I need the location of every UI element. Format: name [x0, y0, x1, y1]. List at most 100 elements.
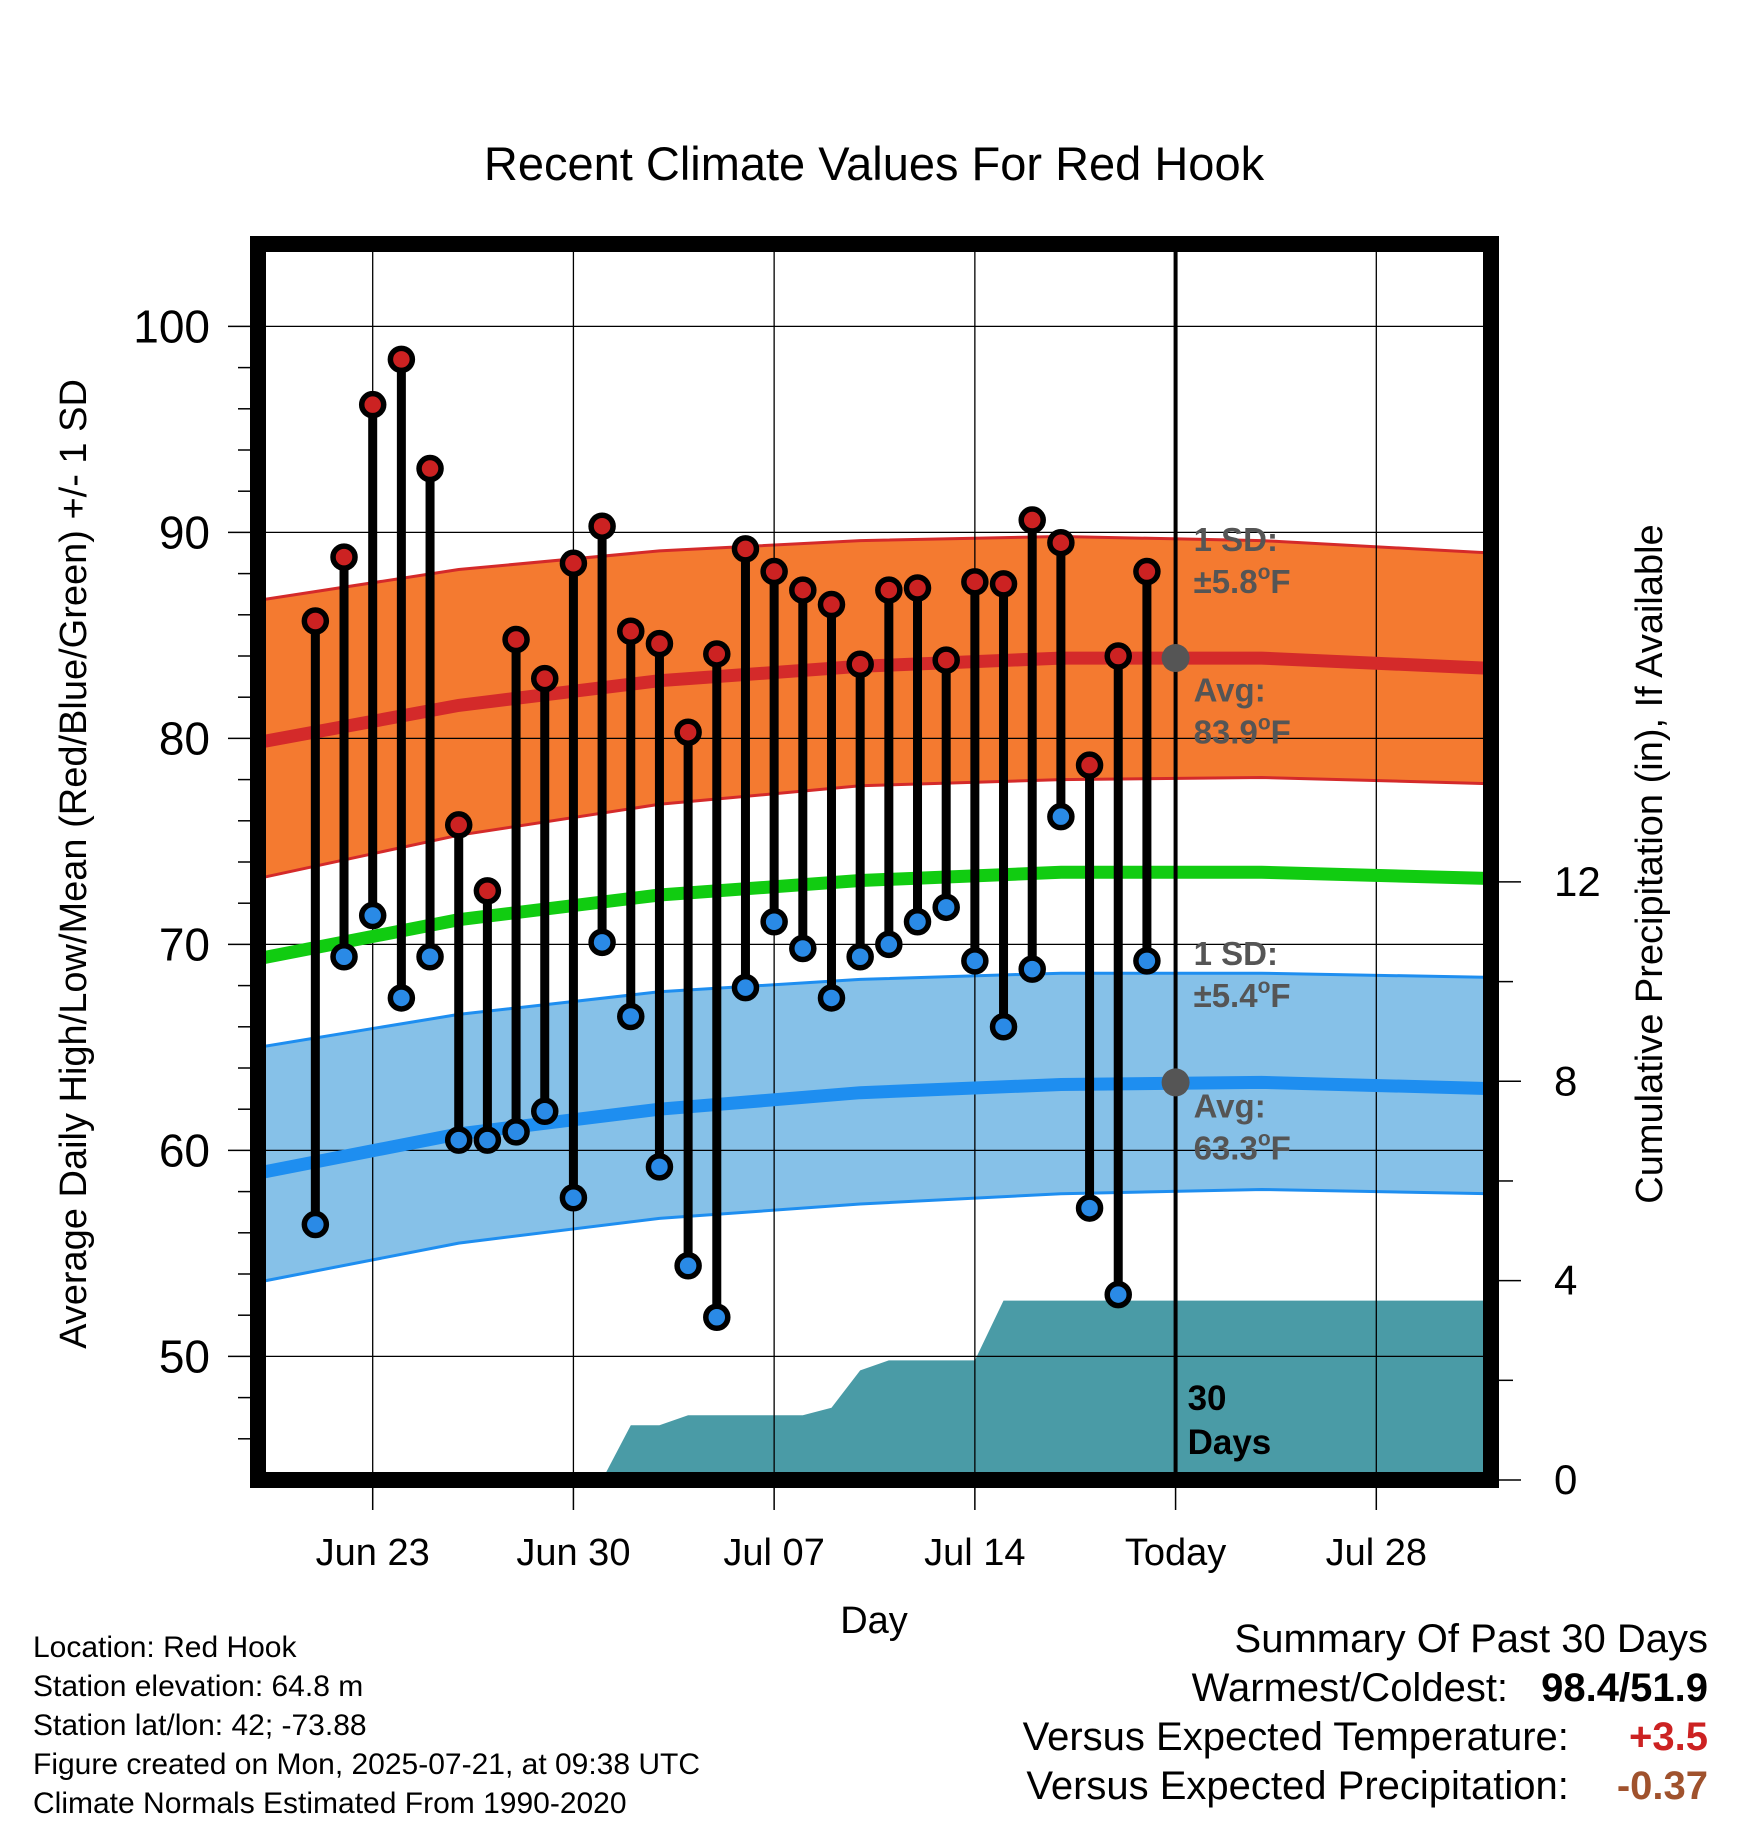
high-point — [1075, 751, 1104, 779]
high-avg-annotation-value: 83.9oF — [1194, 711, 1291, 750]
x-tick-label: Jul 28 — [1326, 1532, 1427, 1574]
low-point — [444, 1126, 473, 1154]
x-tick-label: Jun 23 — [316, 1532, 430, 1574]
low-point — [1047, 802, 1075, 831]
x-axis-label: Day — [840, 1600, 908, 1642]
y-right-tick-label: 4 — [1554, 1257, 1577, 1304]
high-point — [387, 345, 416, 374]
low-point — [416, 943, 444, 971]
high-sd-annotation-label: 1 SD: — [1194, 521, 1278, 558]
high-point — [731, 535, 760, 563]
y-tick-label: 100 — [133, 300, 210, 352]
summary-temp: Versus Expected Temperature: +3.5 — [1023, 1715, 1708, 1760]
high-avg-today-marker — [1161, 644, 1190, 673]
precip-value: -0.37 — [1616, 1764, 1708, 1808]
low-point — [789, 934, 817, 963]
today-days-number: 30 — [1188, 1379, 1227, 1418]
y-tick-label: 80 — [159, 712, 210, 764]
location-text: Location: Red Hook — [33, 1631, 297, 1664]
high-point — [674, 718, 702, 746]
y-axis-right-label: Cumulative Precipitation (in), If Availa… — [1629, 524, 1671, 1203]
y-right-tick-label: 0 — [1554, 1456, 1577, 1503]
summary-title: Summary Of Past 30 Days — [1234, 1617, 1708, 1661]
low-point — [674, 1252, 702, 1280]
high-point — [301, 607, 330, 635]
high-point — [358, 390, 387, 419]
low-point — [1075, 1194, 1104, 1222]
high-point — [645, 629, 674, 658]
y-tick-label: 70 — [159, 918, 210, 970]
low-point — [301, 1210, 330, 1239]
precip-area — [544, 1300, 1491, 1480]
low-point — [932, 893, 960, 922]
high-point — [932, 646, 960, 674]
y-axis-label: Average Daily High/Low/Mean (Red/Blue/Gr… — [53, 379, 95, 1349]
low-point — [502, 1118, 530, 1146]
station-info: Location: Red Hook Station elevation: 64… — [33, 1628, 700, 1823]
high-point — [502, 625, 530, 654]
y-right-tick-label: 12 — [1554, 858, 1601, 905]
high-point — [588, 512, 616, 540]
low-point — [1133, 947, 1161, 975]
low-sd-band — [258, 971, 1491, 1284]
high-point — [846, 650, 874, 678]
temp-label: Versus Expected Temperature: — [1022, 1715, 1569, 1759]
summary-panel: Summary Of Past 30 Days Warmest/Coldest:… — [1023, 1617, 1708, 1809]
x-tick-label: Jun 30 — [516, 1532, 630, 1574]
high-point — [989, 570, 1018, 598]
low-point — [703, 1303, 731, 1332]
low-point — [846, 943, 874, 971]
high-sd-annotation-value: ±5.8oF — [1194, 561, 1291, 600]
low-point — [903, 907, 932, 936]
high-point — [961, 568, 989, 596]
high-point — [416, 454, 444, 483]
high-point — [617, 617, 645, 646]
created-text: Figure created on Mon, 2025-07-21, at 09… — [33, 1748, 701, 1781]
x-tick-label: Today — [1125, 1532, 1226, 1574]
high-point — [875, 576, 903, 604]
x-tick-label: Jul 14 — [924, 1532, 1025, 1574]
low-avg-annotation-value: 63.3oF — [1194, 1127, 1291, 1166]
x-tick-label: Jul 07 — [723, 1532, 824, 1574]
low-avg-annotation-label: Avg: — [1194, 1087, 1266, 1124]
summary-warm-cold: Warmest/Coldest: 98.4/51.9 — [1023, 1666, 1708, 1711]
warm-cold-value: 98.4/51.9 — [1541, 1666, 1708, 1710]
high-point — [789, 576, 817, 604]
y-right-tick-label: 8 — [1554, 1057, 1577, 1104]
high-point — [444, 811, 473, 839]
high-point — [530, 664, 559, 693]
high-point — [1104, 642, 1132, 670]
low-avg-today-marker — [1161, 1068, 1190, 1097]
high-point — [473, 877, 502, 905]
high-point — [817, 590, 846, 619]
low-point — [645, 1153, 674, 1181]
high-point — [903, 574, 932, 602]
low-point — [961, 947, 989, 975]
high-avg-annotation-label: Avg: — [1194, 671, 1266, 708]
high-sd-band — [258, 534, 1491, 881]
low-point — [875, 930, 903, 959]
high-point — [760, 557, 788, 586]
low-point — [530, 1097, 559, 1126]
low-point — [358, 901, 387, 930]
mean-line — [258, 865, 1491, 966]
high-point — [1047, 528, 1075, 557]
low-point — [817, 984, 846, 1012]
warm-cold-label: Warmest/Coldest: — [1191, 1666, 1509, 1710]
low-sd-annotation-value: ±5.4oF — [1194, 975, 1291, 1014]
today-days-word: Days — [1188, 1423, 1272, 1462]
low-point — [617, 1002, 645, 1031]
low-point — [1104, 1280, 1132, 1309]
y-tick-label: 90 — [159, 506, 210, 558]
low-point — [387, 984, 416, 1012]
elevation-text: Station elevation: 64.8 m — [33, 1670, 364, 1703]
low-point — [989, 1013, 1018, 1041]
low-point — [588, 928, 616, 957]
summary-precip: Versus Expected Precipitation: -0.37 — [1023, 1764, 1708, 1809]
precip-label: Versus Expected Precipitation: — [1026, 1764, 1569, 1808]
high-point — [1018, 506, 1046, 534]
low-point — [330, 943, 358, 971]
high-point — [330, 543, 358, 571]
